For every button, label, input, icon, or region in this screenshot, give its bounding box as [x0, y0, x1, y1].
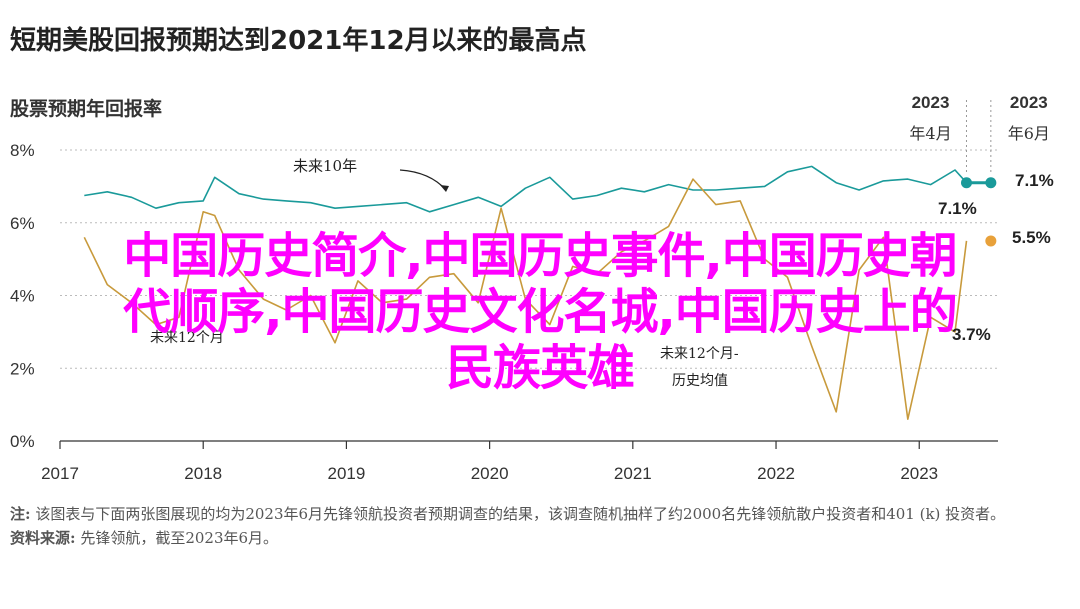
x-tick-label: 2022: [757, 464, 795, 483]
annotation-ten-year: 未来10年: [293, 157, 357, 175]
overlay-text-line-2: 代顺序,中国历史文化名城,中国历史上的: [123, 284, 957, 340]
ten-year-apr-point: [960, 177, 972, 189]
y-tick-labels: 0% 2% 4% 6% 8%: [10, 141, 35, 451]
x-tick-label: 2020: [471, 464, 509, 483]
grid-lines: [59, 149, 998, 449]
annotation-twelve-month: 未来12个月: [150, 330, 224, 346]
period-year-label: 2023: [912, 93, 950, 112]
series-line: [83, 178, 968, 421]
y-tick-label: 0%: [10, 432, 35, 451]
x-tick-label: 2023: [900, 464, 938, 483]
overlay-text-line-1: 中国历史简介,中国历史事件,中国历史朝: [123, 228, 957, 284]
annotation-arrowhead: [440, 185, 449, 192]
x-tick-label: 2018: [184, 464, 222, 483]
period-month-label: 年4月: [909, 124, 951, 143]
y-tick-label: 4%: [10, 287, 35, 306]
period-year-label: 2023: [1010, 93, 1048, 112]
source-text: 先锋领航，截至2023年6月。: [75, 529, 279, 547]
x-tick-label: 2021: [614, 464, 652, 483]
x-tick-label: 2019: [327, 464, 365, 483]
y-tick-label: 8%: [10, 141, 35, 160]
note-label: 注:: [10, 505, 31, 523]
period-month-label: 年6月: [1008, 124, 1050, 143]
annotation-arrow: [399, 169, 447, 191]
chart-subtitle: 股票预期年回报率: [10, 98, 163, 120]
y-tick-label: 6%: [10, 214, 35, 233]
series-line: [84, 165, 968, 213]
x-tick-label: 2017: [41, 464, 79, 483]
value-label-jun-2023-12m: 5.5%: [1012, 228, 1051, 247]
ten-year-jun-point: [985, 177, 997, 189]
page-title: 短期美股回报预期达到2021年12月以来的最高点: [10, 26, 587, 56]
chart-note: 注: 该图表与下面两张图展现的均为2023年6月先锋领航投资者预期调查的结果，该…: [10, 502, 1072, 550]
twelve-month-jun-point: [985, 235, 997, 247]
source-label: 资料来源:: [10, 529, 76, 547]
series-lines: [83, 165, 968, 421]
overlay-text-line-3: 民族英雄: [445, 340, 635, 396]
annotation-hist-avg-line2: 历史均值: [672, 373, 728, 389]
x-tick-labels: 2017 2018 2019 2020 2021 2022 2023: [41, 464, 938, 483]
note-text: 该图表与下面两张图展现的均为2023年6月先锋领航投资者预期调查的结果，该调查随…: [30, 505, 1006, 523]
annotation-hist-avg-line1: 未来12个月-: [660, 346, 739, 362]
period-markers: 2023 年4月 2023 年6月: [909, 93, 1050, 175]
endpoint-markers: [960, 177, 997, 247]
y-tick-label: 2%: [10, 359, 35, 378]
value-label-apr-2023: 7.1%: [938, 199, 977, 218]
value-label-jun-2023: 7.1%: [1015, 171, 1054, 190]
value-label-hist-avg: 3.7%: [952, 325, 991, 344]
